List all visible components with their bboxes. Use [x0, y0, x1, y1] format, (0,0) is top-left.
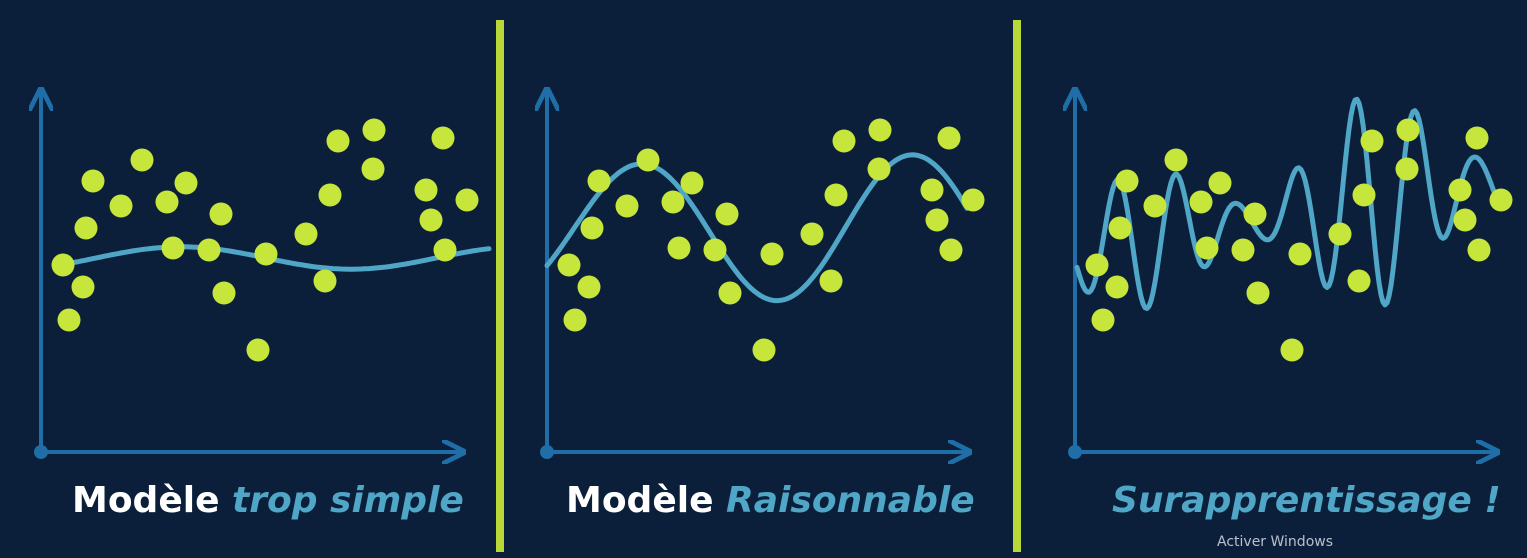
data-point: [294, 222, 318, 246]
data-point: [1395, 157, 1419, 181]
data-point: [1189, 190, 1213, 214]
data-point: [174, 171, 198, 195]
data-point: [800, 222, 824, 246]
data-point: [130, 148, 154, 172]
data-point: [362, 118, 386, 142]
data-point: [1115, 169, 1139, 193]
data-point: [867, 157, 891, 181]
data-point: [580, 216, 604, 240]
fitted-curve: [544, 152, 970, 304]
caption-underfit: Modèle trop simple: [72, 476, 464, 526]
data-point: [1208, 171, 1232, 195]
data-point: [1280, 338, 1304, 362]
caption-reasonable-accent: Raisonnable: [726, 480, 975, 521]
axis-origin-dot: [1068, 445, 1082, 459]
data-point: [1453, 208, 1477, 232]
data-point: [57, 308, 81, 332]
data-point: [961, 188, 985, 212]
data-point: [1360, 129, 1384, 153]
data-point: [1108, 216, 1132, 240]
data-point: [1143, 194, 1167, 218]
fitted-curve: [1074, 96, 1500, 311]
data-point: [1352, 183, 1376, 207]
data-point: [419, 208, 443, 232]
data-point: [361, 157, 385, 181]
data-point: [752, 338, 776, 362]
data-point: [209, 202, 233, 226]
caption-underfit-accent: trop simple: [232, 480, 464, 521]
data-point: [155, 190, 179, 214]
data-point: [577, 275, 601, 299]
data-point: [197, 238, 221, 262]
data-point: [1347, 269, 1371, 293]
data-point: [939, 238, 963, 262]
data-point: [563, 308, 587, 332]
data-point: [318, 183, 342, 207]
data-point: [636, 148, 660, 172]
data-point: [1489, 188, 1513, 212]
data-point: [1105, 275, 1129, 299]
axis-origin-dot: [34, 445, 48, 459]
data-point: [1288, 242, 1312, 266]
divider-left: [496, 20, 504, 552]
data-point: [1243, 202, 1267, 226]
data-point: [74, 216, 98, 240]
data-point: [109, 194, 133, 218]
data-point: [925, 208, 949, 232]
data-point: [557, 253, 581, 277]
data-point: [819, 269, 843, 293]
data-point: [414, 178, 438, 202]
data-point: [313, 269, 337, 293]
caption-underfit-plain: Modèle: [72, 480, 233, 521]
data-point: [1091, 308, 1115, 332]
data-point: [161, 236, 185, 260]
data-point: [1085, 253, 1109, 277]
data-point: [868, 118, 892, 142]
caption-reasonable-plain: Modèle: [566, 480, 727, 521]
data-point: [1448, 178, 1472, 202]
data-point: [51, 253, 75, 277]
data-point: [212, 281, 236, 305]
caption-reasonable: Modèle Raisonnable: [566, 476, 975, 526]
caption-overfit-accent: Surapprentissage !: [1112, 480, 1501, 521]
data-point: [431, 126, 455, 150]
data-point: [455, 188, 479, 212]
panel-overfit: [1068, 92, 1513, 459]
data-point: [1467, 238, 1491, 262]
data-point: [246, 338, 270, 362]
data-point: [760, 242, 784, 266]
data-point: [254, 242, 278, 266]
data-point: [824, 183, 848, 207]
data-point: [1328, 222, 1352, 246]
axis-origin-dot: [540, 445, 554, 459]
data-point: [667, 236, 691, 260]
activation-watermark: Activer Windows: [1217, 534, 1334, 550]
caption-overfit: Surapprentissage !: [1112, 476, 1501, 526]
data-point: [680, 171, 704, 195]
data-point: [1246, 281, 1270, 305]
data-point: [71, 275, 95, 299]
data-point: [920, 178, 944, 202]
data-point: [703, 238, 727, 262]
data-point: [1465, 126, 1489, 150]
data-point: [615, 194, 639, 218]
data-point: [715, 202, 739, 226]
data-point: [937, 126, 961, 150]
divider-right: [1013, 20, 1021, 552]
data-point: [718, 281, 742, 305]
data-point: [326, 129, 350, 153]
data-point: [81, 169, 105, 193]
data-point: [1195, 236, 1219, 260]
panel-underfit: [34, 92, 492, 459]
data-point: [1231, 238, 1255, 262]
data-point: [433, 238, 457, 262]
panel-reasonable: [540, 92, 985, 459]
data-point: [1164, 148, 1188, 172]
data-point: [832, 129, 856, 153]
data-point: [1396, 118, 1420, 142]
data-point: [587, 169, 611, 193]
data-point: [661, 190, 685, 214]
